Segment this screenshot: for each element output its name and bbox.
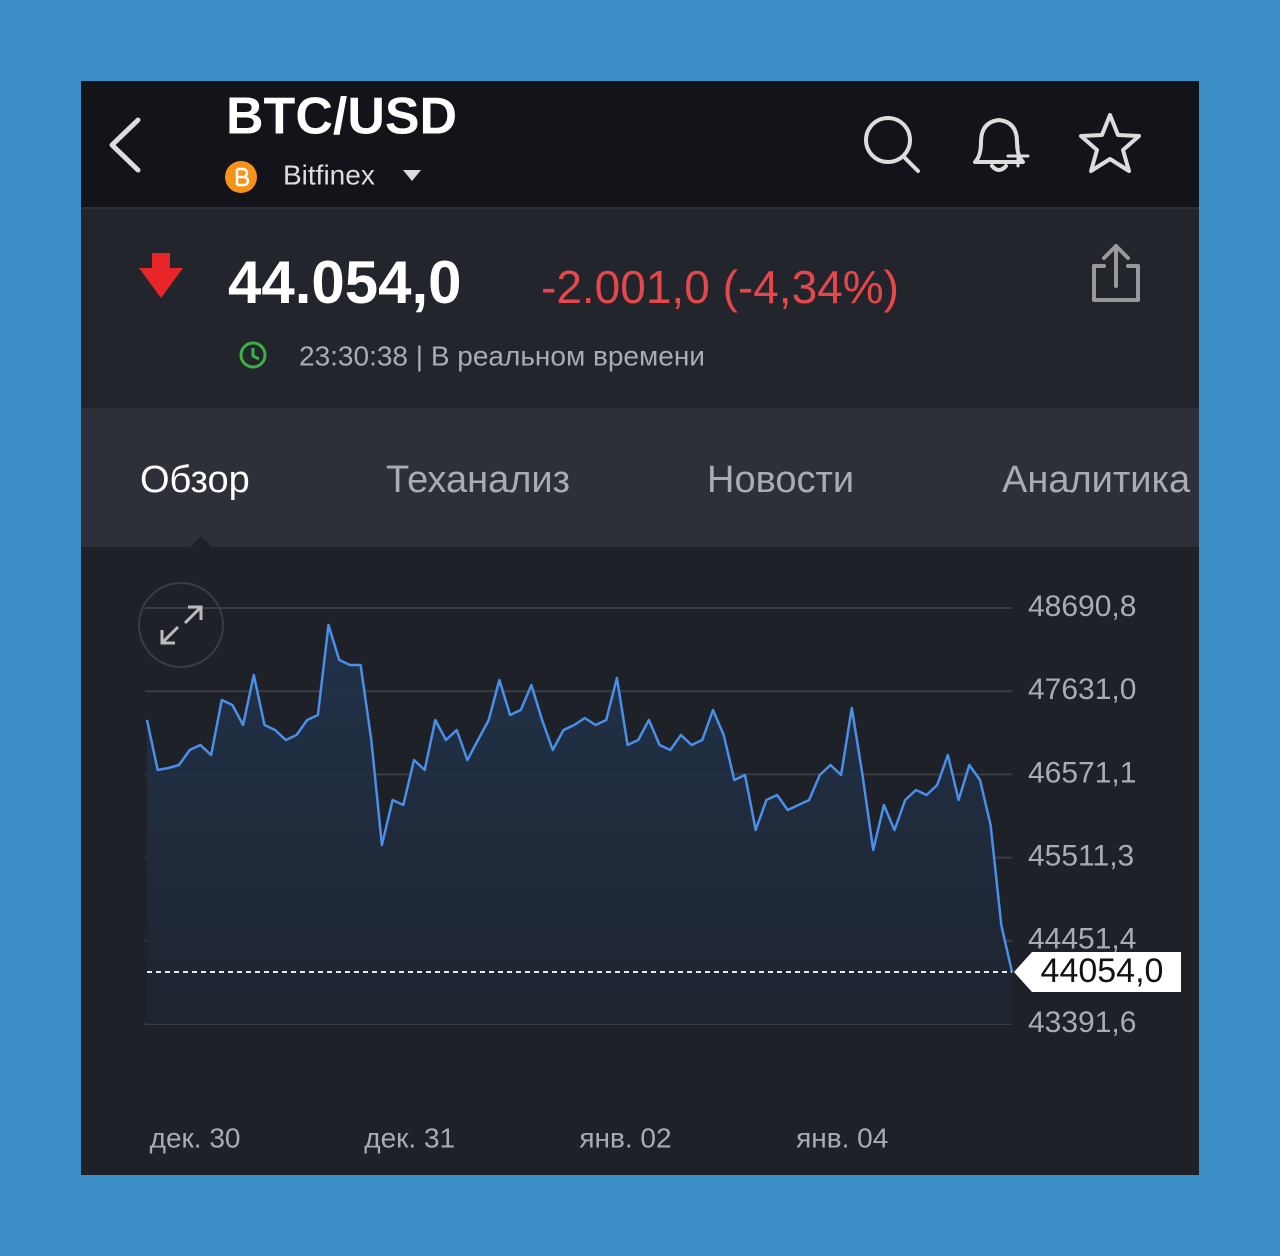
x-tick-label: дек. 31 [364, 1122, 455, 1153]
header-bar [81, 81, 1199, 208]
price-change: -2.001,0 (-4,34%) [541, 261, 899, 313]
exchange[interactable]: Bitfinex [283, 159, 375, 190]
price: 44.054,0 [228, 249, 462, 316]
expand-button[interactable] [138, 582, 224, 668]
down-arrow [139, 253, 183, 298]
clock-icon [239, 341, 267, 369]
chart: 48690,8 47631,0 46571,1 45511,3 44451,4 43391… [145, 590, 1181, 1153]
tab[interactable]: Теханализ [386, 459, 570, 501]
x-tick-label: дек. 30 [150, 1122, 241, 1153]
y-tick-label: 43391,6 [1028, 1006, 1136, 1039]
last-price-box [1014, 951, 1181, 992]
y-tick-label: 48690,8 [1028, 590, 1136, 623]
last-price-label: 44054,0 [1041, 952, 1164, 990]
y-tick-label: 46571,1 [1028, 756, 1136, 789]
back-button[interactable] [109, 117, 141, 173]
tab-indicator [190, 536, 212, 547]
y-tick-label: 44451,4 [1028, 923, 1136, 956]
y-tick-label: 47631,0 [1028, 673, 1136, 706]
tab[interactable]: Новости [707, 459, 854, 501]
area-fill [147, 625, 1012, 1024]
x-tick-label: янв. 02 [579, 1122, 671, 1153]
y-tick-label: 45511,3 [1028, 840, 1134, 873]
tab[interactable]: Аналитика [1002, 459, 1191, 501]
tab-active[interactable]: Обзор [140, 459, 250, 501]
update-time: 23:30:38 | В реальном времени [299, 340, 705, 371]
favorite-button[interactable] [1079, 113, 1141, 173]
tab-bar [81, 408, 1199, 547]
coin-glyph [235, 167, 250, 187]
alert-button[interactable] [973, 118, 1030, 172]
quote-panel [81, 208, 1199, 408]
share-button[interactable] [1092, 244, 1140, 302]
title: BTC/USD [226, 88, 457, 146]
app-panel: BTC/USD Bitfinex 44.054,0 -2.001,0 (-4,3… [81, 81, 1199, 1175]
dropdown-caret[interactable] [403, 170, 421, 181]
search-button[interactable] [864, 116, 920, 173]
x-tick-label: янв. 04 [796, 1122, 888, 1153]
price-line [145, 623, 1014, 973]
